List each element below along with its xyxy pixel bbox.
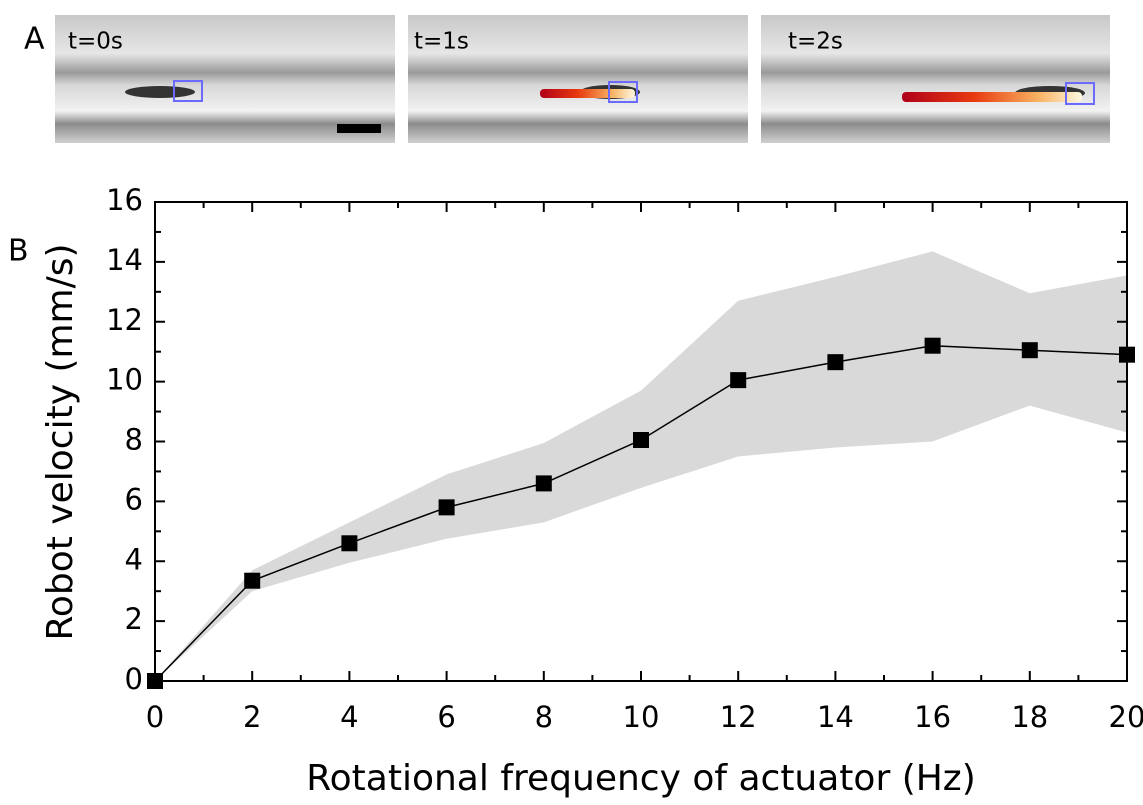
y-tick-label: 6	[125, 482, 143, 516]
x-tick-label: 10	[623, 700, 660, 734]
photo-strips	[55, 15, 1110, 143]
marker	[438, 499, 455, 516]
y-tick-label: 0	[125, 662, 143, 696]
frame-label: t=0s	[68, 29, 123, 55]
marker	[730, 372, 747, 389]
x-tick-label: 6	[437, 700, 455, 734]
x-tick-label: 20	[1109, 700, 1143, 734]
tracking-box	[1065, 82, 1095, 105]
y-tick-label: 12	[106, 303, 143, 337]
x-tick-label: 16	[914, 700, 951, 734]
x-tick-label: 4	[340, 700, 358, 734]
photo	[55, 15, 395, 143]
trajectory	[540, 89, 635, 98]
scale-bar	[337, 124, 381, 133]
y-tick-label: 14	[106, 243, 143, 277]
x-tick-label: 12	[720, 700, 757, 734]
y-tick-label: 16	[106, 183, 143, 217]
marker	[244, 572, 261, 589]
error-band	[155, 251, 1127, 681]
x-tick-label: 2	[243, 700, 261, 734]
photo	[761, 15, 1110, 143]
trajectory	[902, 92, 1082, 102]
marker	[341, 535, 358, 552]
panel-label: A	[24, 22, 45, 57]
panel-label: B	[8, 234, 29, 269]
x-tick-label: 18	[1011, 700, 1048, 734]
x-axis-label: Rotational frequency of actuator (Hz)	[306, 758, 976, 799]
marker	[924, 337, 941, 354]
y-tick-label: 2	[125, 602, 143, 636]
marker	[535, 475, 552, 492]
x-tick-label: 0	[146, 700, 164, 734]
y-axis-label: Robot velocity (mm/s)	[40, 243, 81, 640]
frame-label: t=1s	[414, 29, 469, 55]
tracking-box	[173, 80, 203, 102]
x-tick-label: 14	[817, 700, 854, 734]
tracking-box	[608, 81, 638, 103]
marker	[633, 432, 649, 449]
y-tick-label: 8	[125, 423, 143, 457]
marker	[1021, 342, 1038, 359]
y-tick-label: 10	[106, 363, 143, 397]
y-tick-label: 4	[125, 542, 143, 576]
robot	[125, 86, 195, 98]
frame-label: t=2s	[788, 29, 843, 55]
photo	[408, 15, 748, 143]
marker	[827, 354, 844, 371]
x-tick-label: 8	[535, 700, 553, 734]
